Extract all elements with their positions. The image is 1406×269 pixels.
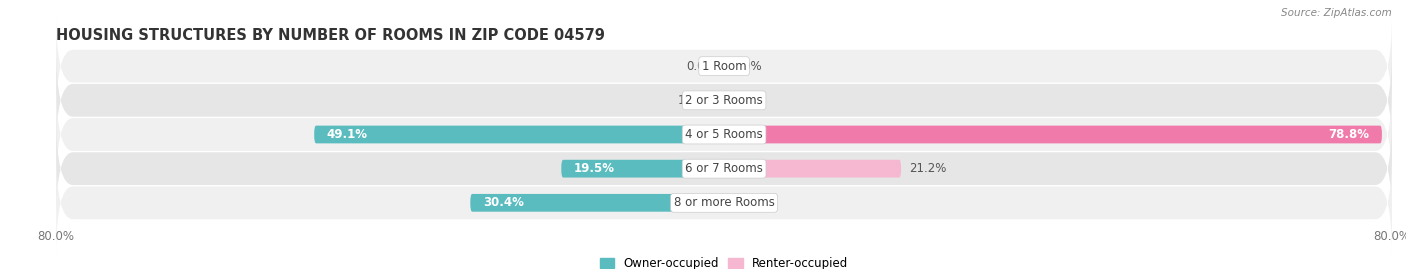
Text: 1.0%: 1.0%	[678, 94, 707, 107]
FancyBboxPatch shape	[56, 117, 1392, 221]
FancyBboxPatch shape	[470, 194, 724, 212]
Text: 0.0%: 0.0%	[733, 94, 762, 107]
Text: 30.4%: 30.4%	[482, 196, 523, 209]
FancyBboxPatch shape	[561, 160, 724, 178]
Text: 2 or 3 Rooms: 2 or 3 Rooms	[685, 94, 763, 107]
Text: 49.1%: 49.1%	[326, 128, 368, 141]
Text: 1 Room: 1 Room	[702, 60, 747, 73]
FancyBboxPatch shape	[314, 126, 724, 143]
FancyBboxPatch shape	[724, 160, 901, 178]
Text: Source: ZipAtlas.com: Source: ZipAtlas.com	[1281, 8, 1392, 18]
FancyBboxPatch shape	[724, 126, 1382, 143]
Text: 0.0%: 0.0%	[686, 60, 716, 73]
FancyBboxPatch shape	[56, 14, 1392, 118]
Text: 78.8%: 78.8%	[1329, 128, 1369, 141]
Text: 6 or 7 Rooms: 6 or 7 Rooms	[685, 162, 763, 175]
Text: 4 or 5 Rooms: 4 or 5 Rooms	[685, 128, 763, 141]
FancyBboxPatch shape	[56, 48, 1392, 152]
Text: HOUSING STRUCTURES BY NUMBER OF ROOMS IN ZIP CODE 04579: HOUSING STRUCTURES BY NUMBER OF ROOMS IN…	[56, 28, 605, 43]
Text: 19.5%: 19.5%	[574, 162, 614, 175]
FancyBboxPatch shape	[716, 91, 724, 109]
FancyBboxPatch shape	[56, 83, 1392, 186]
FancyBboxPatch shape	[56, 151, 1392, 255]
Legend: Owner-occupied, Renter-occupied: Owner-occupied, Renter-occupied	[595, 253, 853, 269]
Text: 0.0%: 0.0%	[733, 60, 762, 73]
Text: 0.0%: 0.0%	[733, 196, 762, 209]
Text: 8 or more Rooms: 8 or more Rooms	[673, 196, 775, 209]
Text: 21.2%: 21.2%	[910, 162, 946, 175]
